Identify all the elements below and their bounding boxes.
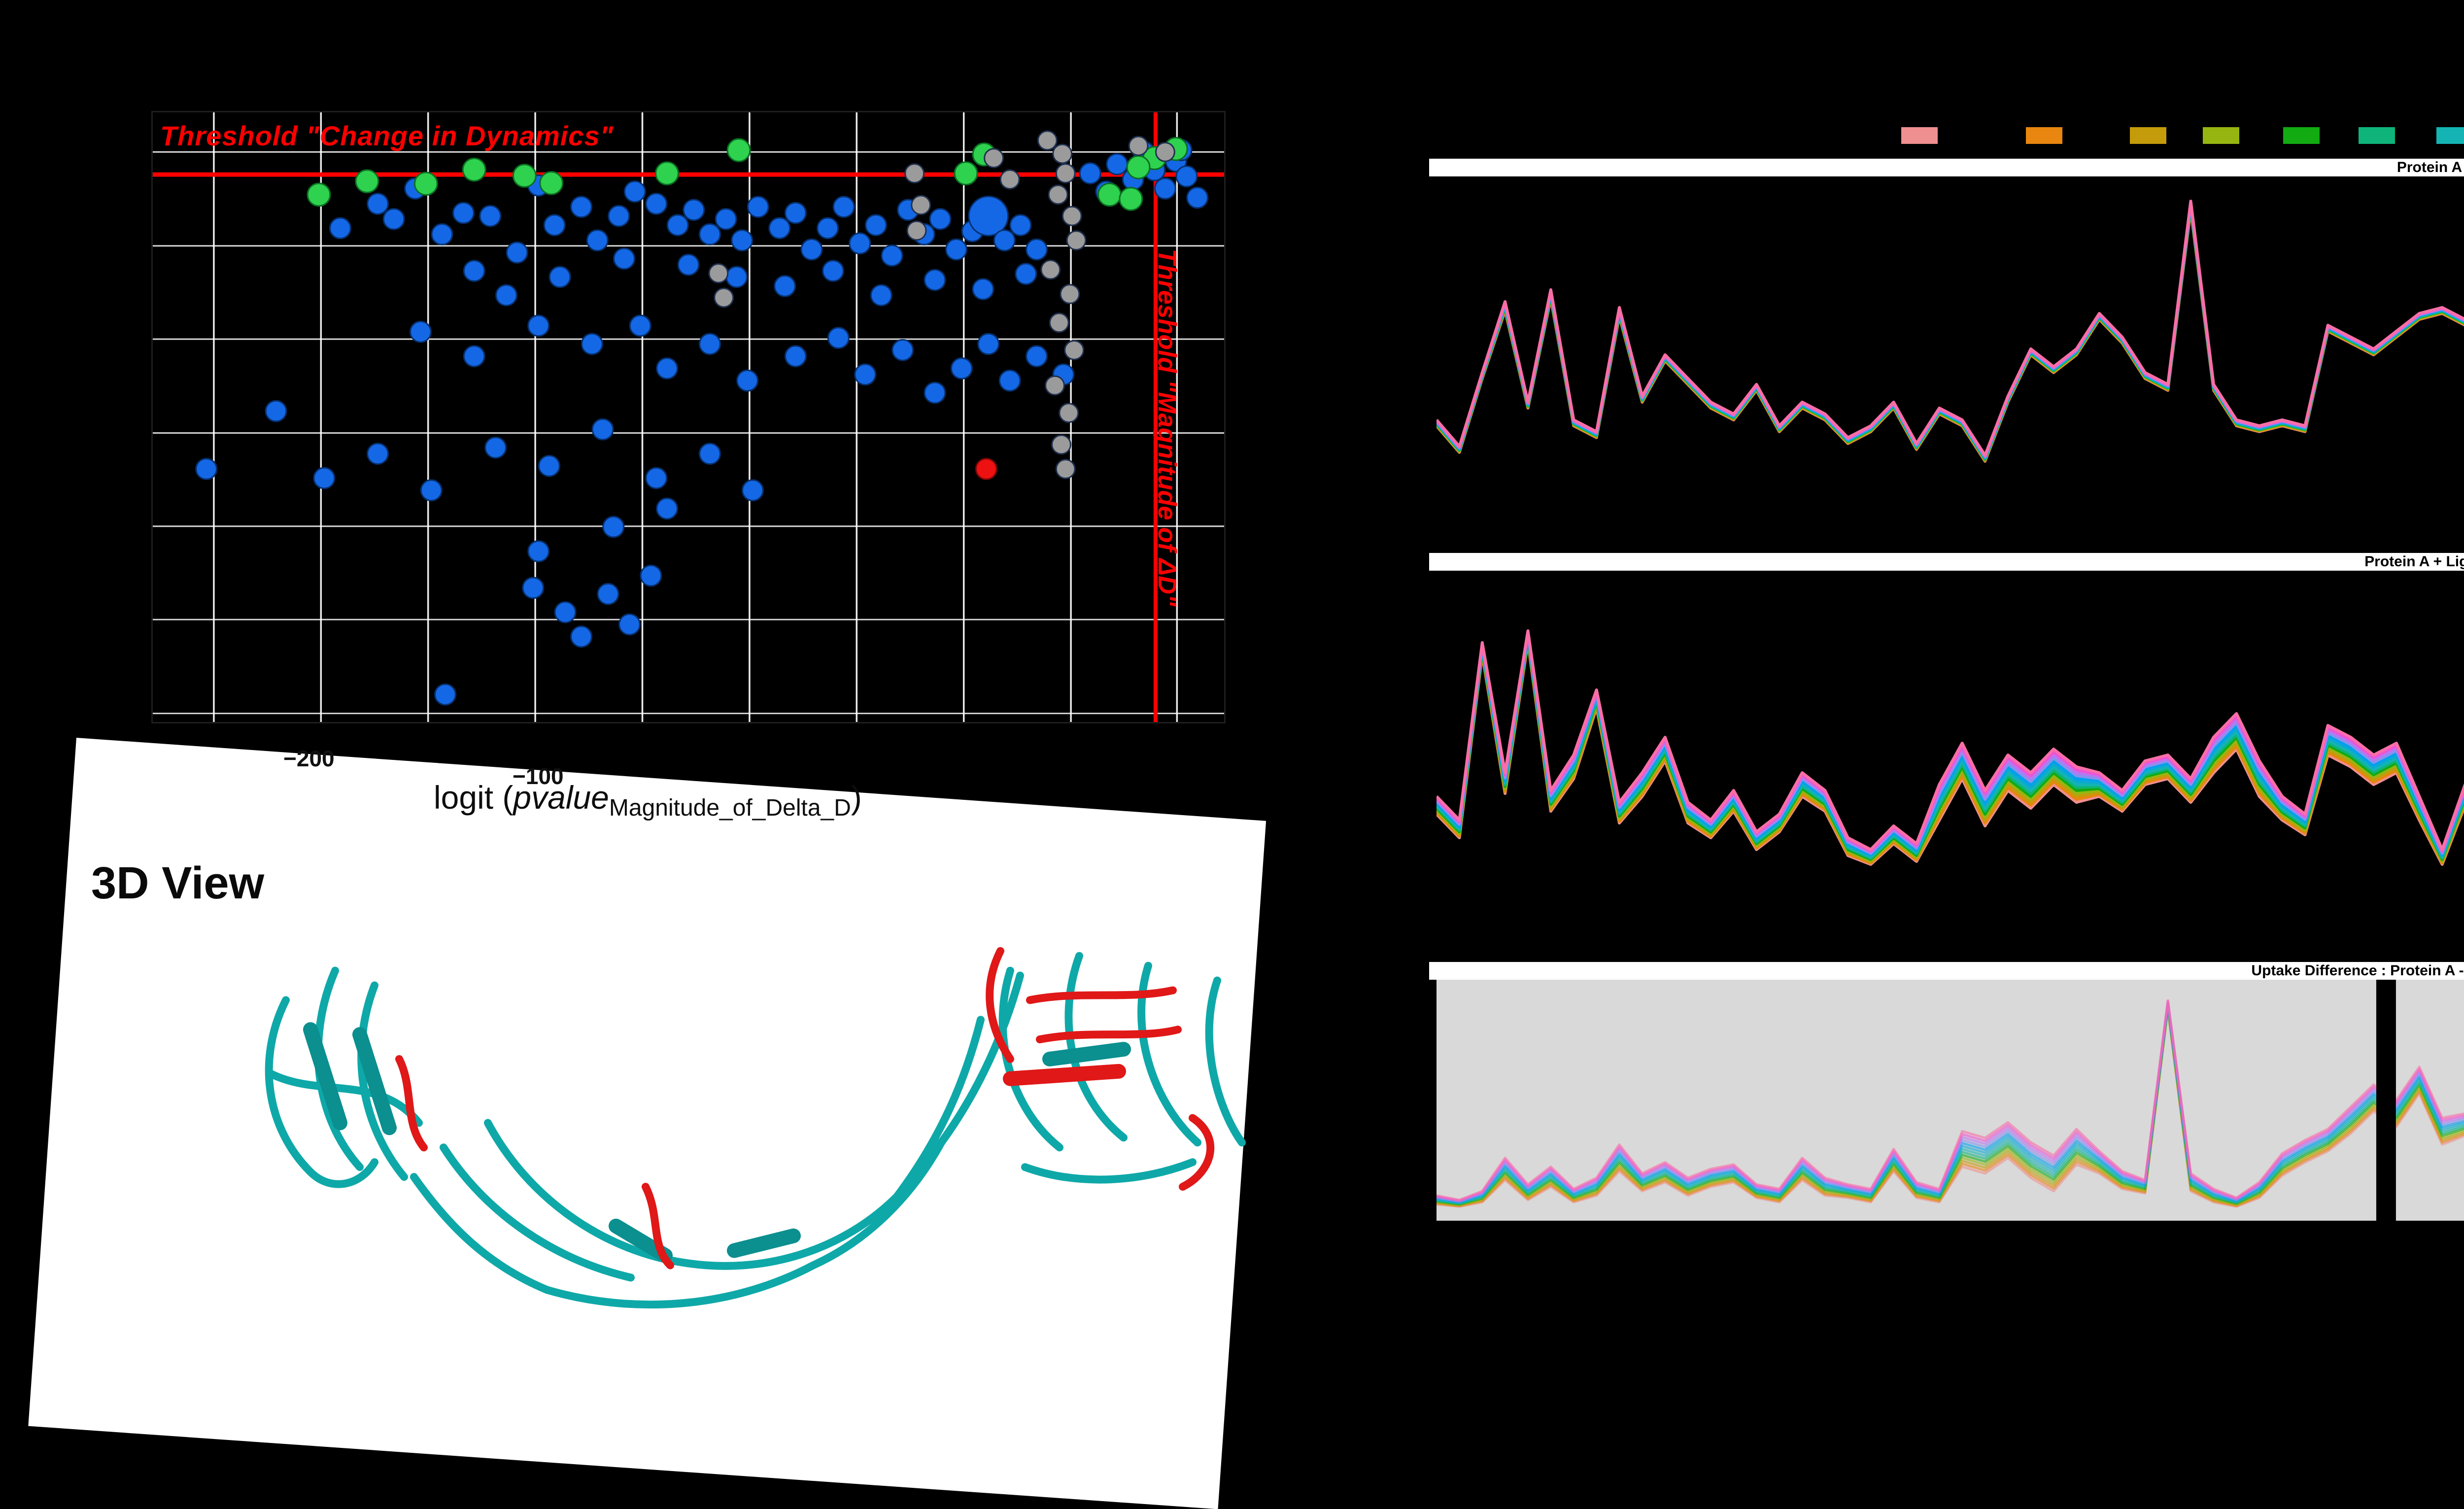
protein-structure-viewer[interactable] xyxy=(212,912,1271,1339)
chart-title-protein-a: Protein A xyxy=(1429,159,2464,176)
legend-swatch-5[interactable] xyxy=(2283,127,2320,144)
scatter-points-blue[interactable] xyxy=(195,139,1209,706)
uptake-difference-chart[interactable] xyxy=(1437,980,2464,1221)
legend-swatch-1[interactable] xyxy=(1901,127,1938,144)
timepoint-legend xyxy=(0,127,2464,145)
protein-ribbon xyxy=(265,952,1246,1309)
legend-swatch-7[interactable] xyxy=(2436,127,2464,144)
uptake-chart-protein-a[interactable] xyxy=(1437,176,2464,498)
x-axis-title: logit (pvalueMagnitude_of_Delta_D) xyxy=(434,779,862,822)
scatter-points-red[interactable] xyxy=(975,458,997,480)
legend-swatch-2[interactable] xyxy=(2026,127,2062,144)
hdx-dashboard: { "scatter": { "grid": {"color":"#ffffff… xyxy=(0,111,2464,1509)
threshold-magnitude-label: Threshold "Magnitude of ΔD" xyxy=(1153,249,1181,607)
scatter-points-green[interactable] xyxy=(307,137,1188,211)
scatter-gridlines xyxy=(153,112,1224,722)
chart-title-protein-a-ligand: Protein A + Ligand xyxy=(1429,553,2464,571)
scatter-points-gray[interactable] xyxy=(708,130,1175,480)
chart-title-uptake-difference: Uptake Difference : Protein A - (Protein… xyxy=(1429,962,2464,980)
x-tick-minus-200: −200 xyxy=(283,746,335,771)
legend-swatch-3[interactable] xyxy=(2130,127,2166,144)
legend-swatch-4[interactable] xyxy=(2203,127,2239,144)
3d-view-title: 3D View xyxy=(91,858,265,908)
volcano-plot-canvas[interactable] xyxy=(153,112,1224,722)
protein-highlighted-segments xyxy=(395,947,1215,1269)
uptake-series-lines xyxy=(1437,200,2464,463)
x-tick-minus-100: −100 xyxy=(513,763,564,789)
uptake-series-lines xyxy=(1437,999,2464,1208)
uptake-chart-protein-a-ligand[interactable] xyxy=(1437,571,2464,892)
volcano-plot[interactable] xyxy=(151,111,1226,723)
uptake-series-lines xyxy=(1437,629,2464,866)
threshold-change-in-dynamics-label: Threshold "Change in Dynamics" xyxy=(160,120,614,151)
legend-swatch-6[interactable] xyxy=(2359,127,2395,144)
